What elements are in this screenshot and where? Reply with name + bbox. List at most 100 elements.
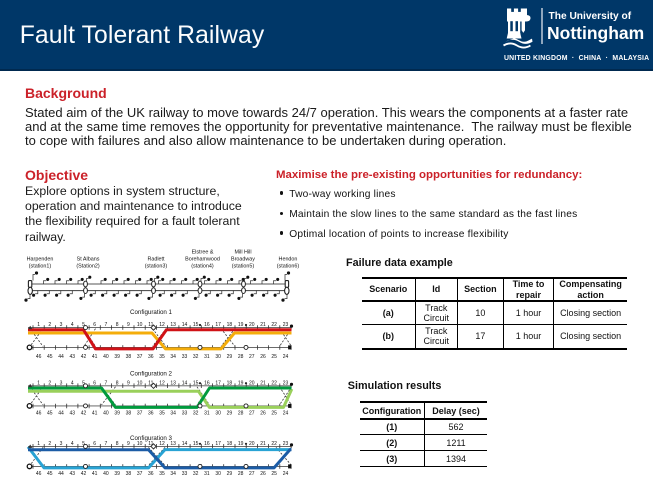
svg-text:42: 42 [81, 410, 87, 416]
svg-text:42: 42 [81, 354, 87, 360]
svg-text:20: 20 [249, 441, 255, 447]
svg-text:21: 21 [260, 380, 266, 386]
svg-text:22: 22 [271, 380, 277, 386]
svg-text:Configuration 1: Configuration 1 [130, 309, 173, 316]
svg-text:8: 8 [116, 441, 119, 447]
svg-text:25: 25 [271, 410, 277, 416]
svg-text:18: 18 [227, 380, 233, 386]
svg-text:13: 13 [170, 322, 176, 328]
svg-text:11: 11 [148, 441, 153, 447]
svg-text:26: 26 [260, 354, 266, 360]
svg-text:40: 40 [103, 354, 109, 360]
svg-text:22: 22 [271, 322, 277, 328]
svg-text:6: 6 [93, 441, 96, 447]
svg-text:17: 17 [215, 380, 221, 386]
svg-text:Borehamwood: Borehamwood [185, 256, 220, 262]
svg-text:37: 37 [137, 410, 143, 416]
svg-text:9: 9 [127, 322, 130, 328]
svg-text:25: 25 [271, 354, 277, 360]
svg-text:7: 7 [105, 441, 108, 447]
svg-text:16: 16 [204, 380, 210, 386]
svg-text:36: 36 [148, 410, 154, 416]
svg-text:Hendon: Hendon [279, 256, 298, 262]
svg-text:16: 16 [204, 322, 210, 328]
svg-text:26: 26 [260, 410, 266, 416]
svg-text:Mill Hill: Mill Hill [234, 249, 251, 255]
svg-text:37: 37 [137, 354, 143, 360]
svg-text:43: 43 [70, 471, 76, 477]
svg-text:13: 13 [170, 441, 176, 447]
svg-text:St Albans: St Albans [77, 256, 100, 262]
svg-text:36: 36 [148, 354, 154, 360]
svg-text:24: 24 [283, 354, 289, 360]
svg-text:18: 18 [227, 322, 233, 328]
svg-text:15: 15 [193, 380, 199, 386]
svg-text:39: 39 [114, 410, 120, 416]
svg-text:12: 12 [159, 441, 165, 447]
svg-text:Broadway: Broadway [231, 256, 255, 262]
svg-text:39: 39 [114, 354, 120, 360]
svg-text:23: 23 [283, 322, 289, 328]
svg-text:2: 2 [48, 380, 51, 386]
svg-text:31: 31 [204, 410, 210, 416]
svg-text:33: 33 [182, 354, 188, 360]
svg-text:27: 27 [249, 354, 255, 360]
svg-text:11: 11 [148, 380, 153, 386]
svg-text:1: 1 [37, 441, 40, 447]
svg-text:9: 9 [127, 380, 130, 386]
svg-text:32: 32 [193, 471, 199, 477]
svg-text:21: 21 [260, 322, 266, 328]
svg-text:11: 11 [148, 322, 153, 328]
svg-text:32: 32 [193, 410, 199, 416]
svg-text:38: 38 [126, 471, 132, 477]
svg-text:45: 45 [47, 471, 53, 477]
svg-text:46: 46 [36, 410, 42, 416]
svg-text:7: 7 [105, 380, 108, 386]
svg-text:20: 20 [249, 322, 255, 328]
svg-text:6: 6 [93, 322, 96, 328]
svg-text:33: 33 [182, 471, 188, 477]
svg-text:28: 28 [238, 471, 244, 477]
svg-text:36: 36 [148, 471, 154, 477]
svg-text:27: 27 [249, 471, 255, 477]
svg-text:34: 34 [170, 471, 176, 477]
svg-text:35: 35 [159, 354, 165, 360]
svg-text:2: 2 [48, 322, 51, 328]
svg-text:46: 46 [36, 354, 42, 360]
svg-text:45: 45 [47, 354, 53, 360]
svg-text:4: 4 [71, 322, 74, 328]
svg-text:10: 10 [137, 380, 143, 386]
svg-text:9: 9 [127, 441, 130, 447]
svg-text:38: 38 [126, 410, 132, 416]
svg-text:2: 2 [48, 441, 51, 447]
svg-text:17: 17 [215, 441, 221, 447]
svg-text:3: 3 [60, 380, 63, 386]
svg-text:1: 1 [37, 322, 40, 328]
svg-text:Elstree &: Elstree & [192, 249, 214, 255]
svg-text:40: 40 [103, 471, 109, 477]
svg-text:43: 43 [70, 410, 76, 416]
svg-text:(station6): (station6) [277, 263, 300, 269]
svg-text:14: 14 [182, 380, 188, 386]
svg-text:33: 33 [182, 410, 188, 416]
svg-text:8: 8 [116, 380, 119, 386]
svg-text:29: 29 [227, 354, 233, 360]
svg-text:5: 5 [82, 380, 85, 386]
svg-text:5: 5 [82, 441, 85, 447]
svg-text:6: 6 [93, 380, 96, 386]
svg-text:1: 1 [37, 380, 40, 386]
svg-text:23: 23 [283, 380, 289, 386]
svg-text:Harpenden: Harpenden [27, 256, 54, 262]
svg-text:30: 30 [215, 471, 221, 477]
svg-text:(Station2): (Station2) [76, 263, 100, 269]
svg-text:(station3): (station3) [145, 263, 168, 269]
svg-text:15: 15 [193, 441, 199, 447]
svg-text:(station5): (station5) [232, 263, 255, 269]
svg-text:23: 23 [283, 441, 289, 447]
svg-text:44: 44 [58, 354, 64, 360]
svg-text:7: 7 [105, 322, 108, 328]
svg-text:4: 4 [71, 380, 74, 386]
svg-text:5: 5 [82, 322, 85, 328]
svg-text:13: 13 [170, 380, 176, 386]
svg-text:8: 8 [116, 322, 119, 328]
